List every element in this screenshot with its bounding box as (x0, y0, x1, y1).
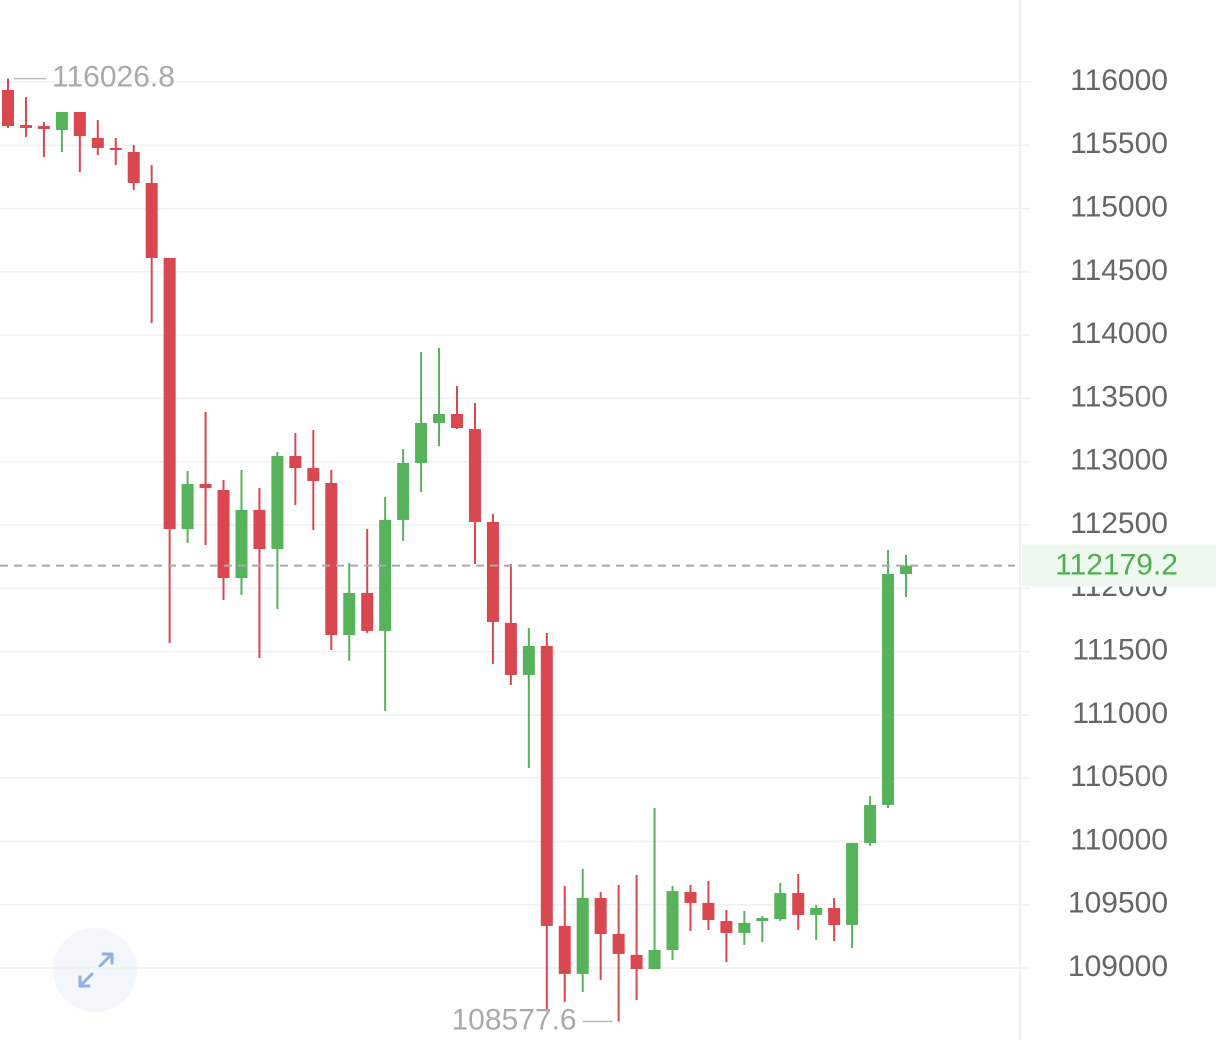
candle-body (451, 414, 463, 429)
candle-body (235, 509, 248, 579)
candle-body (145, 183, 158, 258)
candle-body (361, 592, 374, 631)
candle-body (163, 257, 176, 530)
candle-body (756, 917, 769, 922)
candle-body (415, 422, 428, 463)
candle-body (882, 573, 895, 805)
candle-body (199, 483, 212, 489)
candle-body (217, 489, 230, 579)
min-label: 108577.6 (451, 1003, 576, 1036)
candle-body (630, 954, 643, 969)
candle-body (666, 891, 679, 951)
candle-body (486, 521, 499, 622)
y-tick-label: 116000 (1070, 64, 1168, 97)
y-tick-label: 115500 (1070, 127, 1168, 160)
candle-body (73, 112, 86, 137)
max-label: 116026.8 (52, 61, 175, 94)
y-tick-label: 112500 (1070, 507, 1168, 540)
candle-body (558, 925, 571, 974)
candle-body (792, 893, 805, 915)
y-tick-label: 114500 (1070, 254, 1168, 287)
candle-body (594, 897, 607, 934)
expand-button[interactable] (53, 928, 137, 1012)
candle-body (522, 645, 535, 675)
candle-body (702, 902, 715, 921)
expand-button-bg[interactable] (53, 928, 137, 1012)
candle-body (468, 429, 481, 522)
y-tick-label: 114000 (1070, 317, 1168, 350)
candle-body (325, 482, 338, 635)
candle-body (91, 137, 104, 148)
y-tick-label: 109500 (1068, 887, 1168, 920)
candle-body (433, 414, 446, 423)
candle-body (774, 893, 787, 920)
candle-body (397, 462, 410, 520)
y-tick-label: 113500 (1070, 380, 1168, 413)
y-tick-label: 109000 (1068, 950, 1168, 983)
expand-icon[interactable] (78, 952, 114, 988)
y-tick-label: 110500 (1070, 760, 1168, 793)
candle-body (612, 933, 625, 954)
candle-body (37, 126, 50, 129)
candle-body (684, 892, 697, 903)
candle-body (576, 897, 589, 974)
candle-body (846, 842, 859, 925)
y-tick-label: 113000 (1070, 444, 1168, 477)
candle-body (738, 922, 751, 933)
candle-body (828, 907, 841, 925)
candle-body (864, 804, 877, 843)
y-tick-label: 115000 (1070, 191, 1168, 224)
y-tick-label: 111000 (1072, 697, 1168, 730)
candle-body (127, 152, 140, 184)
candle-body (253, 509, 266, 550)
candle-body (720, 921, 733, 933)
candle-body (2, 89, 14, 127)
candle-body (181, 483, 194, 530)
candle-body (289, 456, 302, 469)
candle-body (343, 592, 356, 635)
price-tag (1022, 544, 1216, 587)
candle-body (55, 112, 68, 130)
candle-body (540, 645, 553, 926)
candle-body (900, 565, 912, 574)
candle-body (109, 147, 122, 150)
y-tick-label: 110000 (1070, 823, 1168, 856)
candle-body (379, 519, 392, 631)
y-tick-label: 111500 (1072, 633, 1168, 666)
candle-body (307, 468, 320, 481)
price-label: 112179.2 (1055, 549, 1178, 582)
candle-body (648, 950, 661, 969)
candle-body (504, 622, 517, 675)
candle-body (810, 907, 823, 915)
candle-body (271, 456, 284, 550)
candle-body (19, 125, 32, 128)
